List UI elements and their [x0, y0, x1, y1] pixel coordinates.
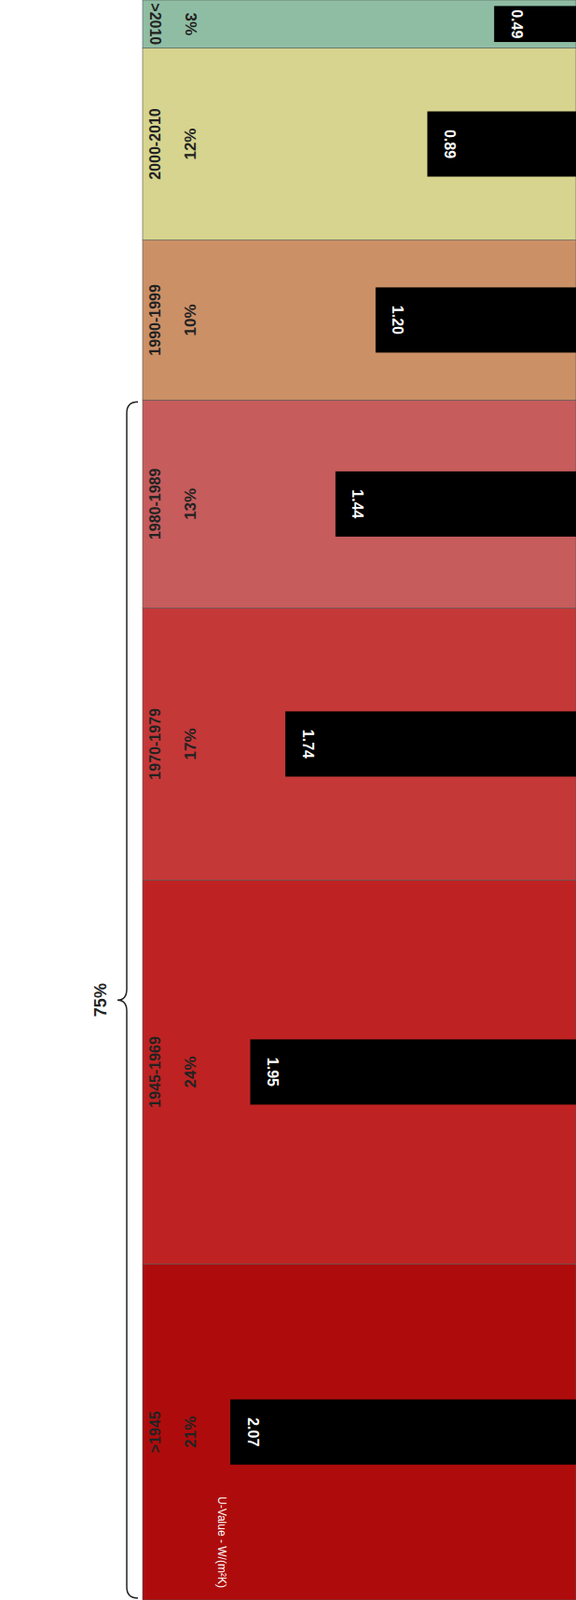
value-label: 1.74	[300, 729, 316, 759]
share-band	[142, 48, 576, 241]
value-label: 0.89	[441, 129, 458, 159]
share-band	[142, 240, 576, 401]
bar	[426, 111, 576, 178]
share-band	[142, 1263, 576, 1600]
value-label: 1.20	[389, 305, 406, 335]
share-band	[142, 399, 576, 608]
category-label: 2000-2010	[147, 108, 164, 180]
bar	[285, 711, 576, 777]
share-label: 13%	[181, 488, 200, 521]
category-label: 1945-1969	[147, 1036, 164, 1109]
category-label: 1980-1989	[147, 467, 164, 540]
bars	[230, 5, 576, 1465]
bar	[375, 287, 576, 353]
chart: 2.07 1.95 1.74 1.44 1.20 0.89 0.49 >1945 1945-19…	[0, 0, 576, 1600]
bar	[335, 471, 576, 537]
labels: 2.07 1.95 1.74 1.44 1.20 0.89 0.49 >1945 1945-19…	[91, 2, 525, 1589]
bracket	[117, 401, 138, 1599]
share-label: 3%	[181, 12, 200, 36]
share-label: 21%	[181, 1416, 200, 1449]
value-label: 1.95	[264, 1057, 281, 1087]
share-band	[142, 607, 576, 880]
share-label: 10%	[181, 303, 200, 336]
category-label: 1990-1999	[147, 284, 164, 357]
share-band	[142, 0, 576, 49]
value-label: 0.49	[508, 9, 525, 39]
axis-title: U-Value - W/(m²K)	[215, 1496, 229, 1589]
category-label: >2010	[147, 2, 164, 45]
share-label: 12%	[181, 128, 200, 161]
bar	[230, 1399, 576, 1466]
value-label: 2.07	[245, 1417, 261, 1447]
value-label: 1.44	[349, 489, 366, 519]
bar	[250, 1039, 576, 1105]
bands	[142, 0, 576, 1600]
bar	[493, 5, 576, 42]
share-label: 17%	[181, 727, 200, 760]
category-label: >1945	[147, 1411, 164, 1454]
share-label: 24%	[181, 1056, 200, 1088]
annotation: 75%	[91, 983, 110, 1017]
share-band	[142, 879, 576, 1264]
category-label: 1970-1979	[147, 708, 164, 781]
